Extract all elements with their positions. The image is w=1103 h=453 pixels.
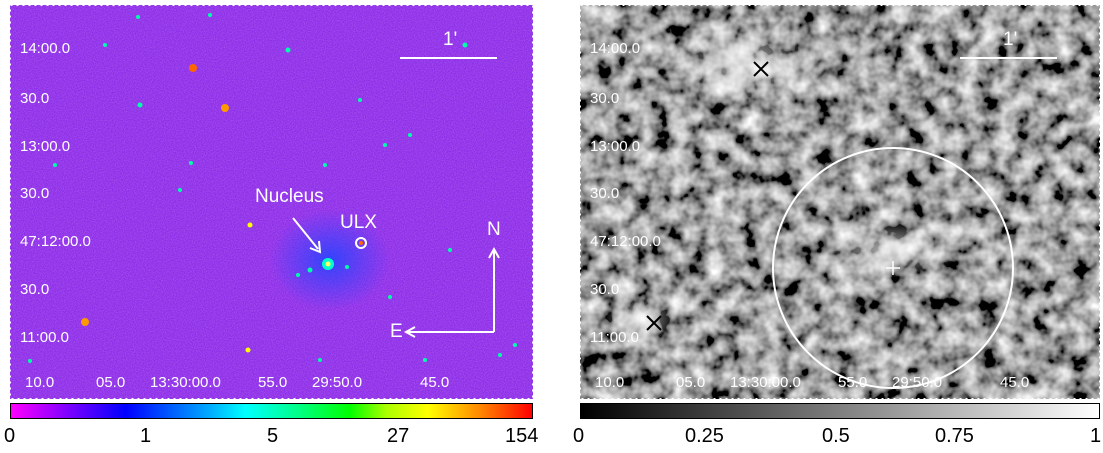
colorbar-label: 0 bbox=[573, 425, 585, 447]
star-source bbox=[28, 359, 32, 363]
dec-label: 30.0 bbox=[590, 185, 620, 202]
star-source bbox=[358, 98, 362, 102]
dec-label: 30.0 bbox=[20, 185, 50, 202]
ra-label: 45.0 bbox=[1000, 374, 1030, 391]
star-source bbox=[345, 265, 349, 269]
scale-label: 1' bbox=[443, 29, 458, 50]
star-source bbox=[103, 43, 107, 47]
left-image-panel: 14:00.0 30.0 13:00.0 30.0 47:12:00.0 30.… bbox=[10, 5, 533, 399]
star-source bbox=[318, 358, 322, 362]
x-marker bbox=[753, 61, 769, 77]
ulx-label: ULX bbox=[340, 212, 377, 233]
dec-label: 30.0 bbox=[20, 90, 50, 107]
star-source bbox=[247, 222, 253, 228]
star-source bbox=[388, 295, 392, 299]
star-source bbox=[245, 347, 251, 353]
ra-label: 29:50.0 bbox=[312, 374, 363, 391]
colorbar-label: 1 bbox=[140, 425, 152, 447]
star-source bbox=[208, 13, 212, 17]
star-source bbox=[189, 64, 197, 72]
east-label: E bbox=[390, 321, 403, 342]
star-source bbox=[136, 15, 140, 19]
diffuse-emission bbox=[675, 20, 815, 110]
star-source bbox=[462, 42, 468, 48]
ra-label: 05.0 bbox=[96, 374, 126, 391]
dec-label: 47:12:00.0 bbox=[590, 233, 661, 250]
dec-label: 30.0 bbox=[590, 281, 620, 298]
colorbar-label: 0.5 bbox=[822, 425, 850, 447]
star-source bbox=[408, 133, 412, 137]
x-marker bbox=[646, 315, 662, 331]
ra-label: 05.0 bbox=[676, 374, 706, 391]
colorbar-label: 0 bbox=[4, 425, 16, 447]
nucleus-label: Nucleus bbox=[255, 186, 324, 207]
colorbar-label: 154 bbox=[505, 425, 539, 447]
dec-label: 13:00.0 bbox=[590, 138, 641, 155]
colorbar-label: 0.75 bbox=[935, 425, 974, 447]
ra-label: 55.0 bbox=[838, 374, 868, 391]
star-source bbox=[307, 267, 313, 273]
ra-label: 55.0 bbox=[258, 374, 288, 391]
star-source bbox=[285, 47, 291, 53]
right-sky-image bbox=[580, 5, 1100, 399]
north-label: N bbox=[487, 219, 501, 240]
ulx-source bbox=[355, 237, 367, 249]
ra-label: 10.0 bbox=[25, 374, 55, 391]
dec-label: 30.0 bbox=[590, 90, 620, 107]
ra-label: 10.0 bbox=[595, 374, 625, 391]
star-source bbox=[221, 104, 229, 112]
star-source bbox=[513, 343, 517, 347]
star-source bbox=[81, 318, 89, 326]
colorbar-label: 1 bbox=[1090, 425, 1102, 447]
dec-label: 47:12:00.0 bbox=[20, 233, 91, 250]
left-sky-image bbox=[10, 5, 533, 399]
dec-label: 30.0 bbox=[20, 281, 50, 298]
left-colorbar bbox=[10, 403, 533, 419]
ra-label: 45.0 bbox=[420, 374, 450, 391]
star-source bbox=[296, 273, 300, 277]
dec-label: 14:00.0 bbox=[590, 40, 641, 57]
colorbar-label: 5 bbox=[267, 425, 279, 447]
colorbar-label: 27 bbox=[387, 425, 410, 447]
star-source bbox=[323, 163, 327, 167]
frame-ticks bbox=[10, 5, 533, 399]
star-source bbox=[383, 143, 387, 147]
frame-ticks bbox=[580, 5, 1100, 399]
scale-label: 1' bbox=[1003, 29, 1018, 50]
ra-label: 29:50.0 bbox=[892, 374, 943, 391]
nucleus-arrow bbox=[292, 217, 319, 250]
star-source bbox=[53, 163, 57, 167]
right-colorbar bbox=[580, 403, 1100, 419]
star-source bbox=[137, 102, 143, 108]
dec-label: 11:00.0 bbox=[20, 329, 69, 346]
ra-label: 13:30:00.0 bbox=[730, 374, 801, 391]
dec-label: 11:00.0 bbox=[590, 329, 639, 346]
star-source bbox=[178, 188, 182, 192]
star-source bbox=[448, 248, 452, 252]
dec-label: 14:00.0 bbox=[20, 40, 71, 57]
right-image-panel: 14:00.0 30.0 13:00.0 30.0 47:12:00.0 30.… bbox=[580, 5, 1100, 399]
star-field bbox=[28, 13, 517, 363]
ra-label: 13:30:00.0 bbox=[150, 374, 221, 391]
dec-label: 13:00.0 bbox=[20, 138, 71, 155]
colorbar-label: 0.25 bbox=[685, 425, 724, 447]
aperture-circle bbox=[772, 147, 1014, 389]
star-source bbox=[498, 353, 502, 357]
star-source bbox=[189, 161, 193, 165]
star-source bbox=[423, 358, 427, 362]
